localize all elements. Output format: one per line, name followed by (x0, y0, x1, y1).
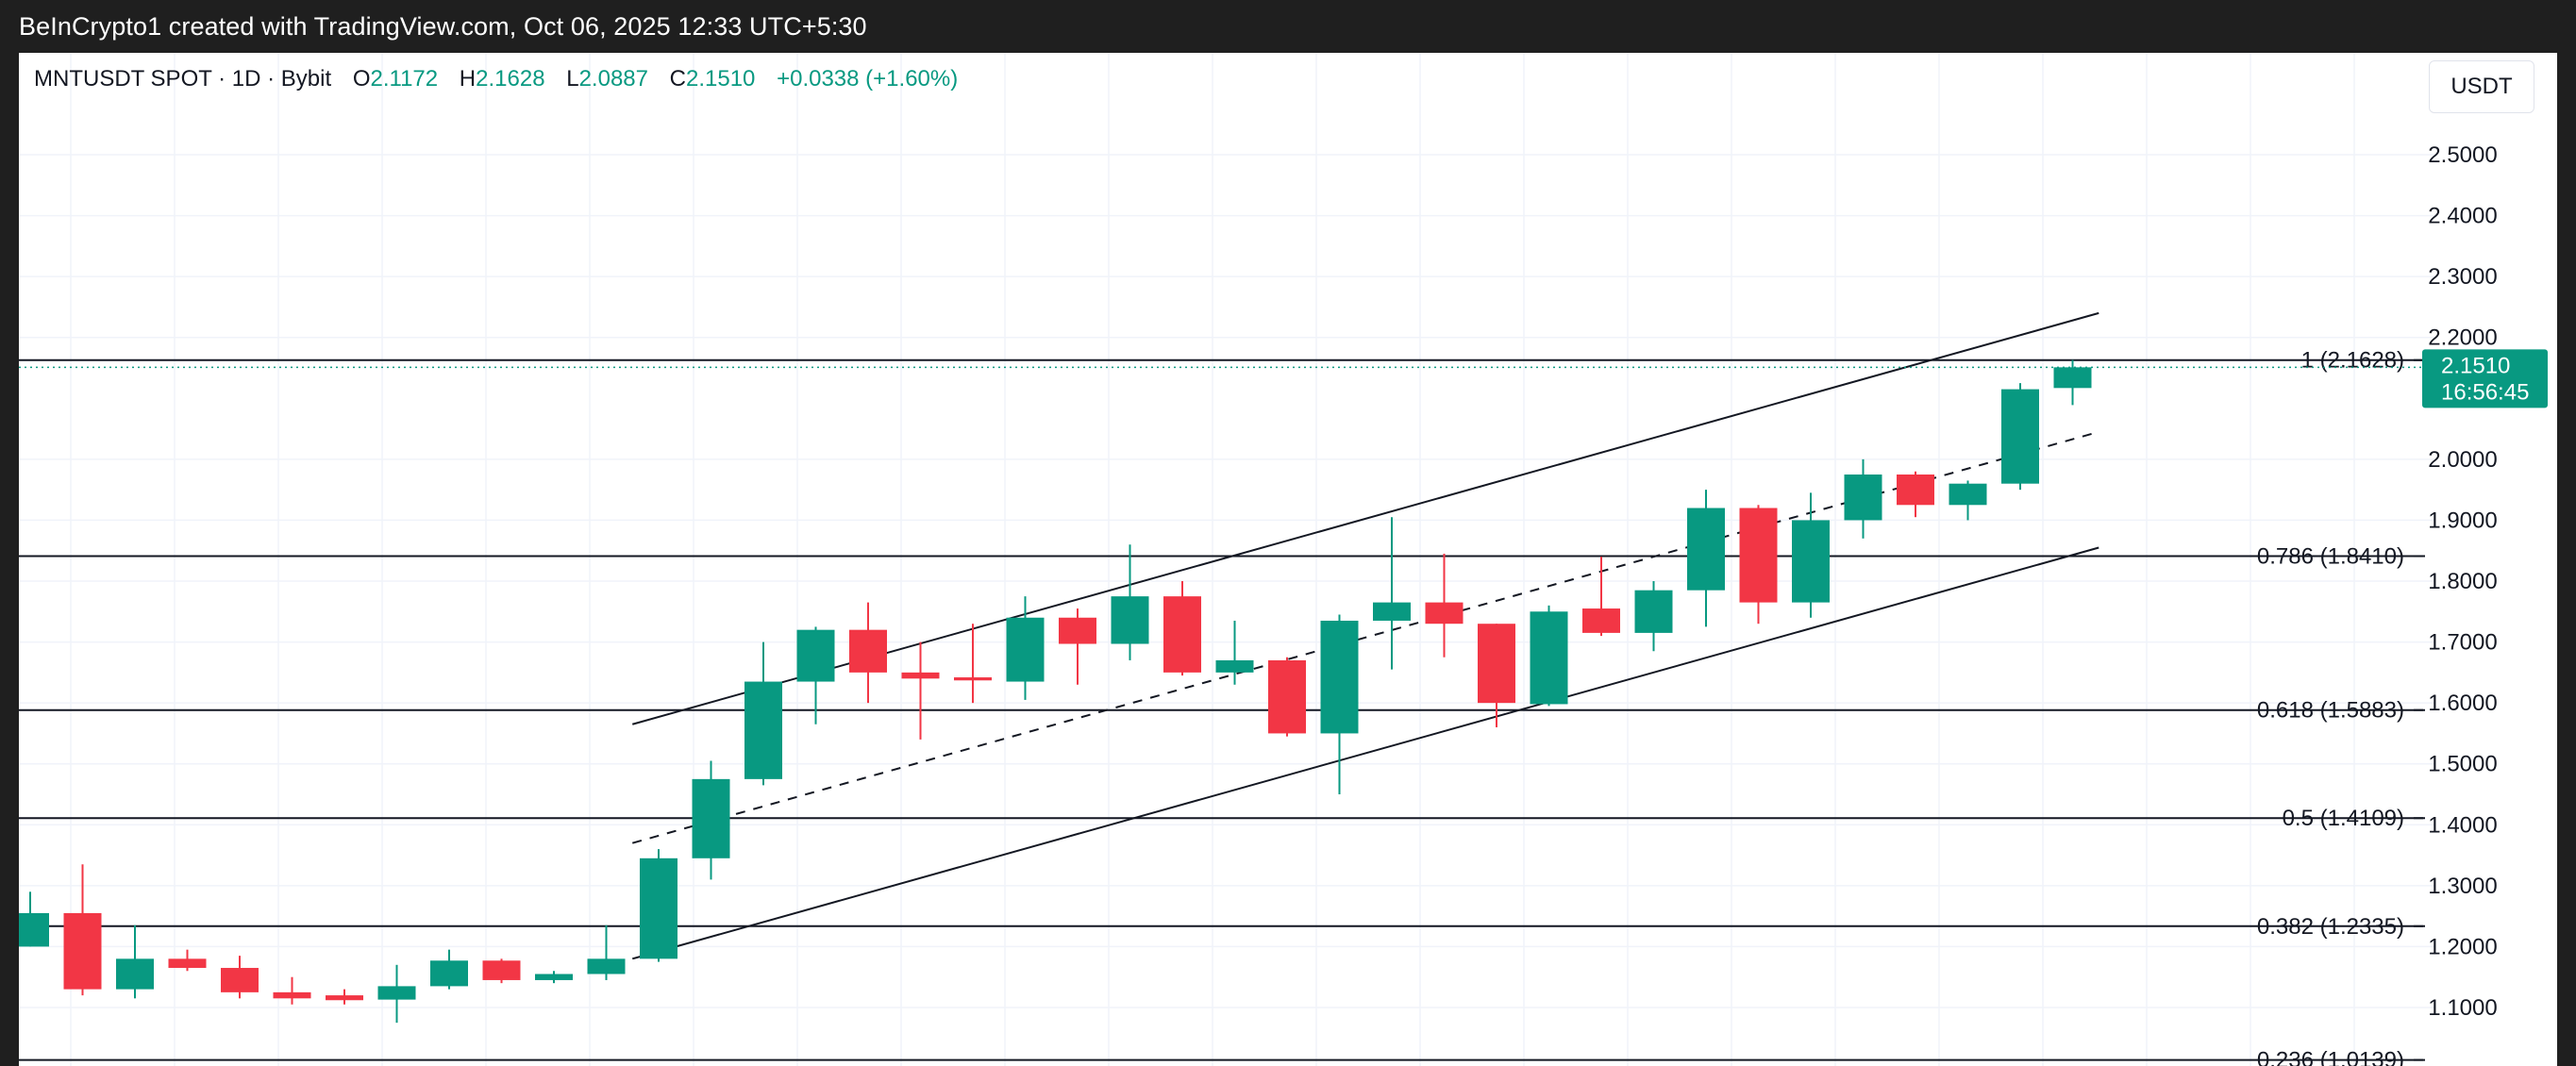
y-axis-tick-label: 1.6000 (2428, 691, 2497, 716)
fib-level-label: 0.236 (1.0139) (2257, 1048, 2404, 1066)
candle-body (1687, 508, 1725, 591)
fib-level-label: 0.786 (1.8410) (2257, 544, 2404, 570)
candle-body (954, 677, 992, 681)
candle-body (1425, 602, 1464, 625)
y-axis-tick-label: 2.2000 (2428, 325, 2497, 351)
channel-middle-line (631, 430, 2099, 844)
close-value: 2.1510 (686, 66, 756, 92)
symbol-label[interactable]: MNTUSDT SPOT · 1D · Bybit (34, 66, 332, 92)
last-price-badge (2422, 349, 2548, 408)
candle-body (1844, 475, 1882, 521)
candle-body (377, 986, 416, 1000)
candle-body (430, 960, 468, 987)
close-label: C (669, 66, 686, 92)
candle-body (1059, 617, 1096, 644)
y-axis-tick-label: 1.8000 (2428, 569, 2497, 594)
candle-body (1478, 624, 1515, 704)
y-axis-tick-label: 1.2000 (2428, 934, 2497, 959)
candle-body (1006, 617, 1045, 682)
last-price-value: 2.1510 (2441, 353, 2510, 378)
low-label: L (566, 66, 579, 92)
fib-level-label: 0.5 (1.4109) (2283, 806, 2404, 831)
candle-body (1530, 611, 1568, 705)
candle-body (1897, 475, 1934, 506)
y-axis-tick-label: 2.4000 (2428, 204, 2497, 229)
candlestick-chart[interactable]: 1 (2.1628) 0.786 (1.8410) 0.618 (1.5883) 0.… (19, 53, 2557, 1066)
candle-body (796, 629, 835, 682)
y-axis-tick-label: 2.0000 (2428, 447, 2497, 473)
candle-body (19, 912, 49, 947)
candle-body (1215, 659, 1254, 673)
candle-body (2001, 389, 2039, 484)
candle-body (901, 672, 940, 679)
y-axis-tick-label: 1.7000 (2428, 630, 2497, 656)
candle-body (1111, 596, 1149, 644)
candle-body (168, 958, 207, 969)
candle-countdown: 16:56:45 (2441, 379, 2529, 405)
chart-panel[interactable]: 1 (2.1628) 0.786 (1.8410) 0.618 (1.5883) 0.… (19, 53, 2557, 1066)
candle-body (1792, 520, 1830, 603)
fib-level-label: 0.618 (1.5883) (2257, 698, 2404, 724)
fib-level-label: 0.382 (1.2335) (2257, 914, 2404, 940)
candle-body (744, 681, 782, 779)
high-label: H (459, 66, 477, 92)
candle-body (692, 778, 730, 858)
candle-body (63, 912, 102, 990)
y-axis-tick-label: 1.9000 (2428, 508, 2497, 533)
y-axis-tick-label: 1.3000 (2428, 874, 2497, 899)
candle-body (1320, 620, 1359, 734)
candle-body (1268, 659, 1306, 734)
ohlc-legend: MNTUSDT SPOT · 1D · Bybit O2.1172 H2.162… (34, 66, 958, 92)
change-value: +0.0338 (+1.60%) (777, 66, 959, 92)
candle-body (849, 629, 887, 673)
candle-body (1582, 608, 1620, 633)
candle-body (1949, 483, 1987, 506)
low-value: 2.0887 (578, 66, 648, 92)
high-value: 2.1628 (476, 66, 545, 92)
candle-body (535, 974, 573, 980)
y-axis-tick-label: 2.3000 (2428, 264, 2497, 290)
candle-body (482, 960, 521, 980)
candle-body (1163, 596, 1201, 673)
candle-body (273, 991, 311, 999)
candle-body (1739, 508, 1778, 603)
fib-level-label: 1 (2.1628) (2301, 348, 2404, 374)
candle-body (2053, 367, 2092, 389)
candle-body (1373, 602, 1411, 621)
open-value: 2.1172 (370, 66, 439, 92)
y-axis-tick-label: 1.1000 (2428, 995, 2497, 1021)
open-label: O (352, 66, 371, 92)
y-axis-tick-label: 1.5000 (2428, 752, 2497, 777)
chart-credit: BeInCrypto1 created with TradingView.com… (19, 12, 867, 41)
candle-body (116, 958, 154, 990)
candle-body (221, 968, 259, 992)
candle-body (640, 858, 677, 959)
candle-body (1634, 590, 1673, 633)
candle-body (326, 995, 363, 1001)
y-axis-tick-label: 2.5000 (2428, 142, 2497, 168)
y-axis-tick-label: 1.4000 (2428, 812, 2497, 838)
top-bar: BeInCrypto1 created with TradingView.com… (0, 0, 2576, 53)
channel-lower-line (631, 546, 2099, 960)
currency-button[interactable]: USDT (2429, 60, 2534, 113)
candle-body (587, 958, 626, 974)
